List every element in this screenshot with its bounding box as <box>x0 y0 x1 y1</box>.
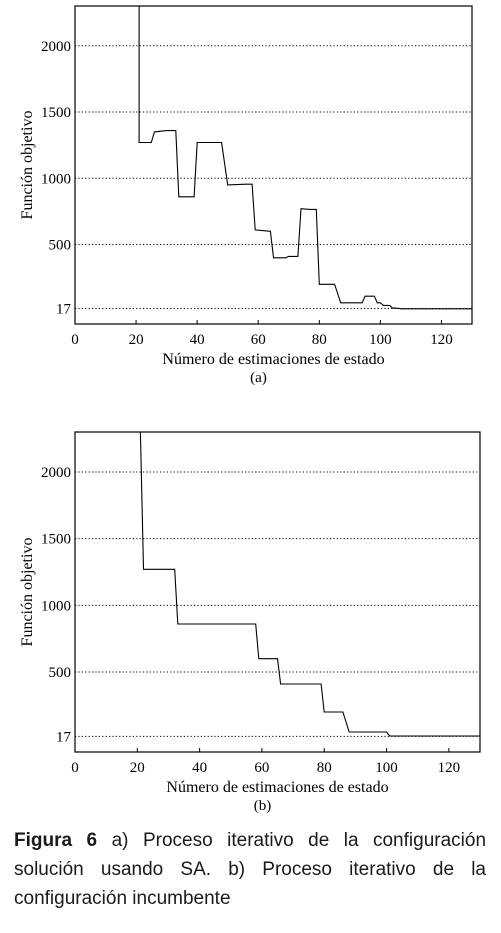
plot-series <box>139 431 480 737</box>
panel-label: (b) <box>254 798 272 814</box>
caption-text: a) Proceso iterativo de la configuración… <box>14 830 487 909</box>
x-tick-label: 40 <box>192 760 207 776</box>
y-tick-label: 2000 <box>41 39 71 55</box>
chart-b: 17 500 1000 1500 2000 0 20 40 60 80 100 120 Número … <box>19 431 481 814</box>
y-axis-label: Función objetivo <box>19 538 36 647</box>
grid-lines <box>75 45 472 309</box>
tick-labels: 17 500 1000 1500 2000 0 20 40 60 80 100 120 <box>41 465 460 776</box>
x-tick-label: 0 <box>71 760 79 776</box>
y-tick-label: 500 <box>49 665 72 681</box>
axes <box>74 431 481 753</box>
x-tick-label: 80 <box>312 332 327 348</box>
y-tick-label: 1500 <box>41 105 71 121</box>
x-tick-label: 80 <box>317 760 332 776</box>
x-tick-label: 0 <box>71 332 79 348</box>
x-axis-label: Número de estimaciones de estado <box>162 351 384 368</box>
x-tick-label: 100 <box>375 760 398 776</box>
y-axis-label: Función objetivo <box>19 111 36 220</box>
x-tick-label: 20 <box>129 332 144 348</box>
x-tick-label: 40 <box>190 332 205 348</box>
y-tick-label: 500 <box>49 238 72 254</box>
grid-lines <box>75 471 480 737</box>
x-tick-label: 120 <box>438 760 461 776</box>
x-tick-label: 60 <box>251 332 266 348</box>
series-line <box>139 431 480 737</box>
plot-series <box>138 6 472 310</box>
x-axis-label: Número de estimaciones de estado <box>166 779 388 796</box>
x-tick-label: 60 <box>254 760 269 776</box>
x-tick-label: 120 <box>430 332 453 348</box>
axes <box>74 5 473 325</box>
y-tick-label: 2000 <box>41 465 71 481</box>
x-tick-label: 100 <box>369 332 392 348</box>
y-tick-label: 17 <box>56 301 72 317</box>
plot-frame <box>74 431 481 753</box>
caption-label: Figura 6 <box>14 830 98 851</box>
y-tick-label: 1000 <box>41 598 71 614</box>
plot-frame <box>74 5 473 325</box>
y-tick-label: 17 <box>56 729 72 745</box>
x-tick-label: 20 <box>130 760 145 776</box>
series-line <box>138 6 472 310</box>
y-tick-label: 1000 <box>41 171 71 187</box>
figure-caption: Figura 6 a) Proceso iterativo de la conf… <box>14 826 486 913</box>
chart-a: 17 500 1000 1500 2000 0 20 40 60 80 100 120 Número … <box>19 5 473 386</box>
y-tick-label: 1500 <box>41 532 71 548</box>
panel-label: (a) <box>250 370 267 386</box>
tick-labels: 17 500 1000 1500 2000 0 20 40 60 80 100 120 <box>41 39 453 348</box>
